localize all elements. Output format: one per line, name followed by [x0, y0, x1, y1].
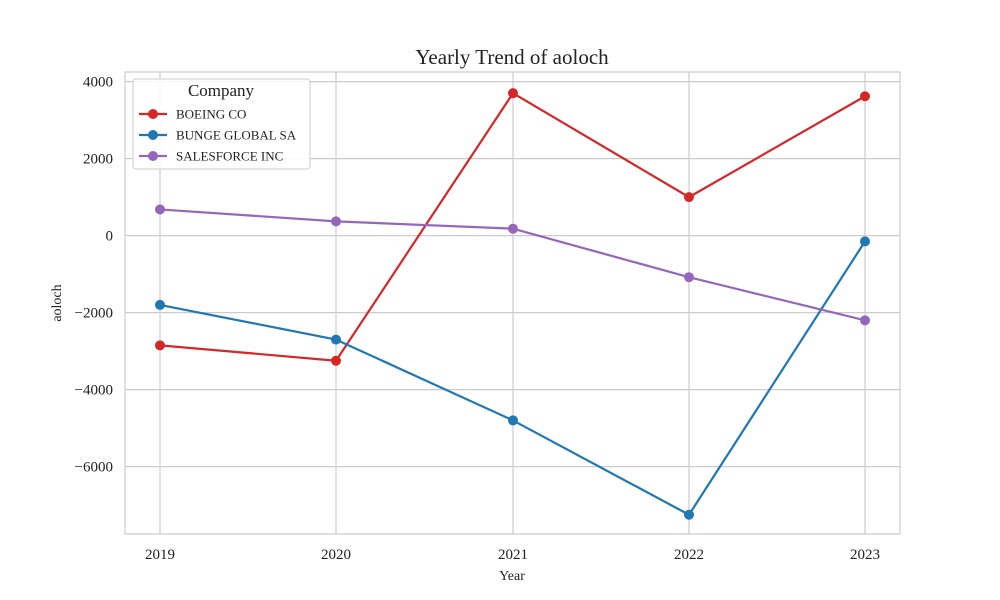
legend: Company BOEING CO BUNGE GLOBAL SA SALESFOR…: [132, 78, 311, 170]
data-point: [155, 204, 165, 215]
x-tick-label: 2021: [498, 547, 528, 563]
data-point: [684, 192, 694, 203]
legend-label: BOEING CO: [176, 107, 246, 122]
data-point: [155, 299, 165, 310]
data-point: [860, 91, 870, 102]
legend-title: Company: [188, 81, 255, 100]
data-point: [860, 236, 870, 247]
legend-entry: BOEING CO: [139, 107, 246, 122]
y-tick-label: −2000: [75, 306, 113, 322]
legend-marker: [148, 151, 158, 161]
data-point: [331, 355, 341, 366]
y-axis: 4000 2000 0 −2000 −4000 −6000: [75, 75, 113, 476]
legend-marker: [148, 130, 158, 140]
series-group: [155, 88, 870, 520]
y-tick-label: 4000: [83, 75, 113, 91]
legend-entry: SALESFORCE INC: [139, 149, 283, 164]
x-axis: 2019 2020 2021 2022 2023: [145, 547, 880, 563]
data-point: [684, 272, 694, 283]
y-axis-label: aoloch: [50, 284, 65, 321]
legend-label: SALESFORCE INC: [176, 149, 283, 164]
chart-title: Yearly Trend of aoloch: [415, 45, 609, 69]
data-point: [860, 315, 870, 326]
plot-frame: [124, 71, 901, 535]
y-tick-label: −6000: [75, 460, 113, 476]
series-boeing-co: [155, 88, 870, 366]
data-point: [508, 223, 518, 234]
data-point: [331, 216, 341, 227]
grid-lines: [125, 72, 900, 534]
x-axis-label: Year: [499, 569, 525, 584]
data-point: [508, 415, 518, 426]
legend-label: BUNGE GLOBAL SA: [176, 128, 297, 143]
y-tick-label: 2000: [83, 152, 113, 168]
x-tick-label: 2019: [145, 547, 175, 563]
x-tick-label: 2020: [321, 547, 351, 563]
legend-marker: [148, 109, 158, 119]
data-point: [508, 88, 518, 99]
data-point: [684, 509, 694, 520]
data-point: [155, 340, 165, 351]
y-tick-label: 0: [106, 229, 114, 245]
legend-entry: BUNGE GLOBAL SA: [139, 128, 297, 143]
series-bunge-global-sa: [155, 236, 870, 520]
y-tick-label: −4000: [75, 383, 113, 399]
x-tick-label: 2023: [850, 547, 880, 563]
data-point: [331, 334, 341, 345]
x-tick-label: 2022: [674, 547, 704, 563]
series-salesforce-inc: [155, 204, 870, 326]
legend-box: [132, 78, 311, 170]
